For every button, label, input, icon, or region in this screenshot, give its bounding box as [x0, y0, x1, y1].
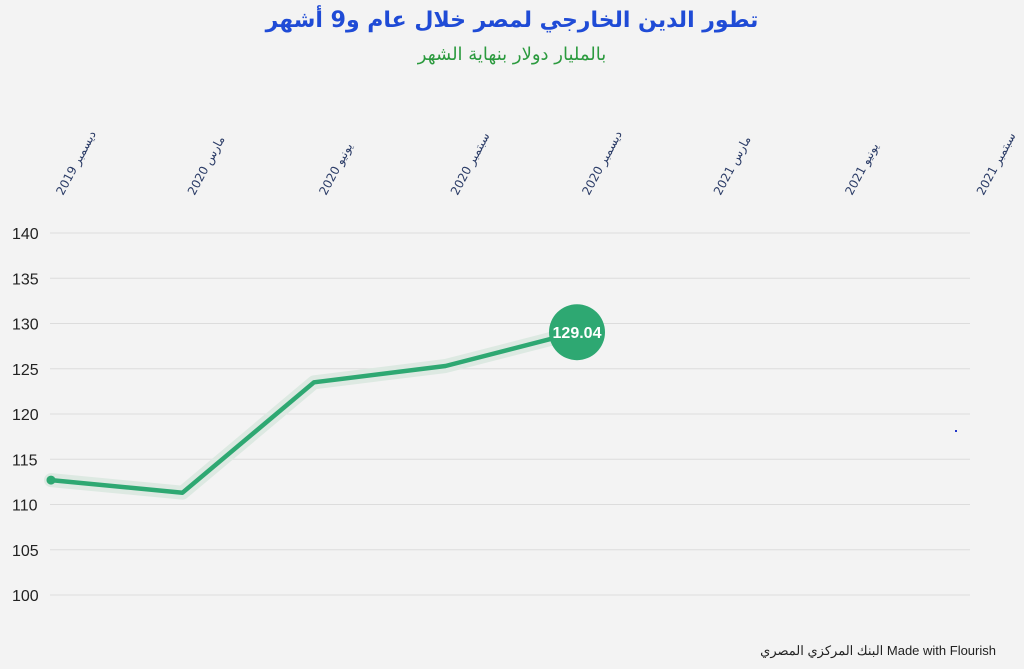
x-tick-label: مارس 2021 [711, 134, 755, 198]
x-tick-label: يونيو 2020 [316, 140, 356, 197]
footer: البنك المركزي المصري Made with Flourish [760, 643, 996, 659]
y-tick-label: 120 [12, 407, 39, 424]
x-tick-label: سبتمبر 2020 [448, 130, 494, 198]
series-line-halo [44, 325, 584, 500]
x-tick-label: سبتمبر 2021 [974, 130, 1020, 198]
chart-subtitle: بالمليار دولار بنهاية الشهر [417, 44, 607, 65]
y-tick-label: 125 [12, 362, 39, 379]
start-point-marker [46, 475, 56, 485]
y-tick-label: 140 [12, 226, 39, 243]
flourish-credit[interactable]: Made with Flourish [886, 643, 996, 658]
chart-title: تطور الدين الخارجي لمصر خلال عام و9 أشهر [265, 8, 759, 33]
y-tick-label: 115 [12, 452, 38, 469]
y-tick-label: 105 [12, 543, 39, 560]
x-tick-label: مارس 2020 [185, 134, 229, 198]
y-tick-label: 130 [12, 317, 39, 334]
series-line [48, 329, 580, 495]
y-tick-label: 135 [12, 271, 39, 288]
y-tick-label: 110 [12, 498, 38, 515]
x-tick-label: ديسمبر 2019 [53, 128, 100, 198]
end-value-marker [549, 304, 605, 361]
stray-dot [955, 430, 957, 432]
end-value-label: 129.04 [553, 325, 602, 342]
source-credit: البنك المركزي المصري [760, 643, 884, 658]
y-tick-label: 100 [12, 588, 39, 605]
x-tick-label: ديسمبر 2020 [579, 128, 626, 198]
x-tick-label: يونيو 2021 [842, 140, 882, 197]
